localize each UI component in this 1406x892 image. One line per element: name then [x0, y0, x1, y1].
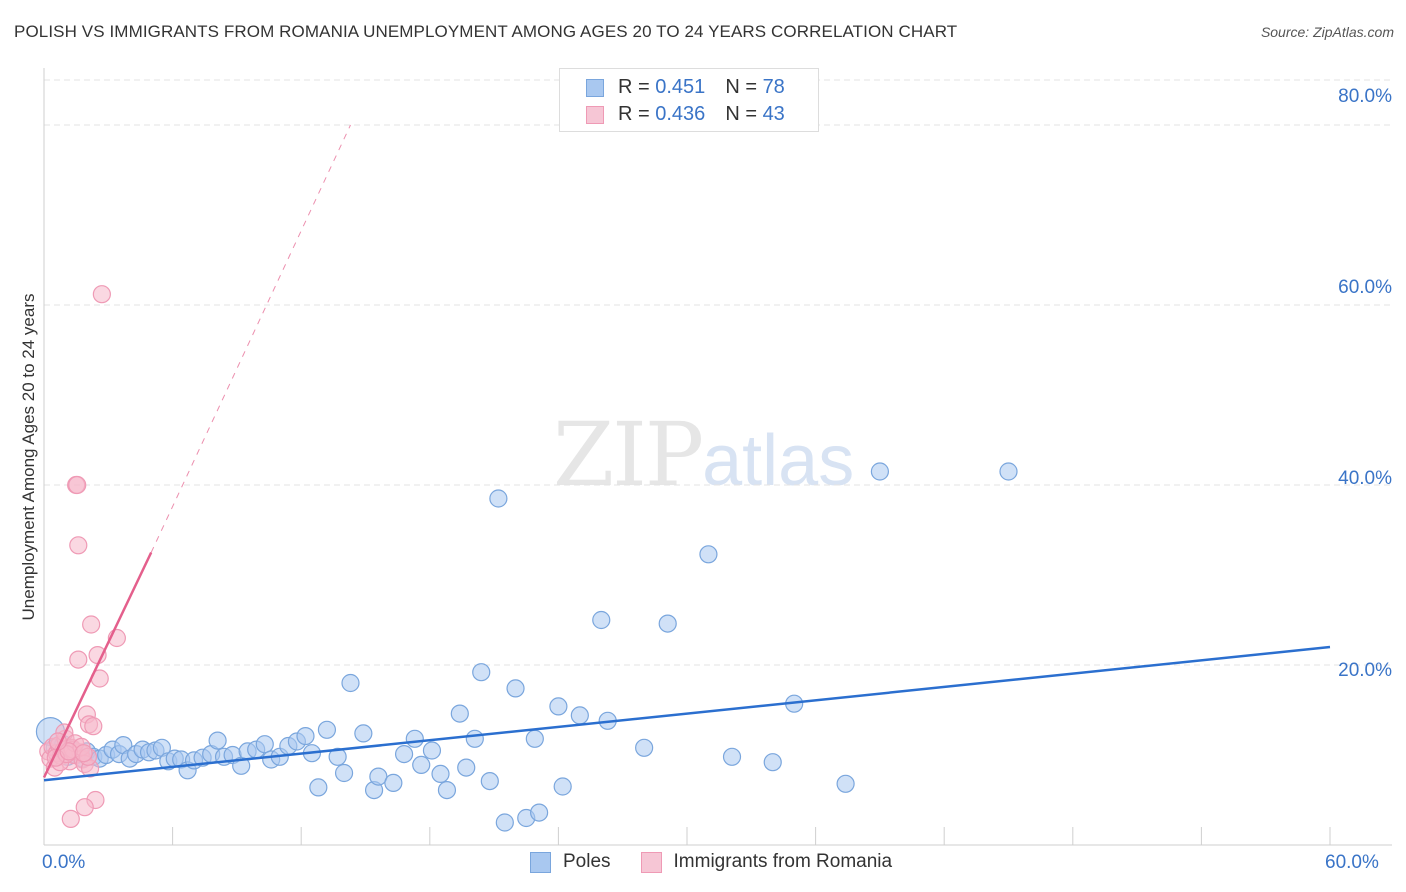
chart-title: POLISH VS IMMIGRANTS FROM ROMANIA UNEMPL…	[14, 22, 958, 41]
watermark-zip: ZIP	[553, 403, 704, 506]
poles-point	[472, 663, 491, 682]
romania-trend-extension	[150, 124, 351, 553]
legend-swatch-romania	[586, 105, 604, 124]
poles-trend-line	[43, 645, 1331, 782]
poles-point	[208, 731, 227, 750]
x-tick-label-min: 0.0%	[42, 852, 86, 873]
legend-n-value: 78	[762, 76, 785, 98]
y-axis-label: Unemployment Among Ages 20 to 24 years	[19, 293, 38, 621]
x-tick-label-max: 60.0%	[1325, 852, 1379, 873]
legend-label-romania: Immigrants from Romania	[673, 851, 893, 872]
poles-point	[328, 747, 347, 766]
poles-point	[495, 813, 514, 832]
romania-point	[69, 536, 88, 555]
poles-point	[422, 741, 442, 760]
poles-point	[431, 764, 450, 784]
romania-point	[68, 475, 87, 495]
poles-point	[525, 729, 544, 748]
legend-swatch-romania	[640, 851, 662, 873]
romania-point	[75, 798, 94, 817]
romania-point	[61, 809, 80, 829]
poles-point	[836, 774, 855, 793]
y-tick-label-20: 20.0%	[1338, 660, 1392, 681]
legend-row-poles: R = 0.451 N = 78	[586, 76, 785, 99]
romania-trend-line	[42, 551, 153, 779]
poles-point	[354, 724, 373, 743]
poles-point	[405, 729, 424, 748]
poles-point	[255, 735, 274, 754]
legend-n-label: N =	[725, 103, 757, 125]
poles-point	[553, 777, 572, 796]
watermark: ZIPatlas	[553, 403, 854, 506]
poles-point	[870, 462, 890, 481]
poles-point	[437, 780, 457, 800]
y-tick-label-40: 40.0%	[1338, 468, 1392, 489]
legend-n-label: N =	[725, 76, 757, 98]
poles-point	[341, 673, 360, 693]
poles-point	[592, 610, 611, 630]
poles-point	[317, 720, 337, 739]
poles-point	[763, 753, 782, 772]
legend-swatch-poles	[530, 851, 551, 873]
poles-point	[658, 614, 677, 633]
watermark-atlas: atlas	[702, 421, 855, 501]
poles-point	[506, 679, 525, 698]
legend-n-value: 43	[762, 103, 785, 125]
legend-r-value: 0.436	[655, 103, 706, 125]
poles-point	[480, 771, 499, 791]
poles-point	[450, 704, 469, 723]
poles-point	[394, 744, 414, 764]
poles-point	[999, 462, 1018, 481]
poles-point	[635, 738, 654, 757]
y-tick-label-60: 60.0%	[1338, 277, 1392, 298]
legend-row-romania: R = 0.436 N = 43	[586, 103, 785, 126]
legend-r-label: R =	[618, 76, 650, 98]
poles-point	[530, 803, 549, 822]
y-tick-label-80: 80.0%	[1338, 86, 1392, 107]
poles-point	[549, 697, 568, 716]
romania-point	[69, 650, 88, 669]
source-label: Source: ZipAtlas.com	[1260, 24, 1394, 40]
legend-swatch-poles	[586, 78, 604, 97]
poles-point	[296, 726, 315, 746]
legend-r-value: 0.451	[655, 76, 706, 98]
romania-point	[84, 717, 103, 736]
series-legend: Poles Immigrants from Romania	[530, 851, 892, 873]
legend-label-poles: Poles	[563, 851, 611, 872]
poles-point	[384, 773, 403, 793]
romania-point	[74, 744, 93, 763]
poles-point	[722, 747, 742, 766]
poles-point	[309, 778, 328, 797]
poles-point	[465, 729, 484, 748]
poles-point	[412, 755, 431, 775]
romania-point	[92, 285, 111, 304]
romania-point	[82, 615, 101, 634]
poles-point	[699, 545, 718, 564]
poles-point	[457, 758, 476, 777]
poles-point	[489, 489, 508, 508]
correlation-legend: R = 0.451 N = 78 R = 0.436 N = 43	[559, 68, 819, 132]
legend-r-label: R =	[618, 103, 650, 125]
poles-point	[334, 763, 354, 783]
poles-point	[570, 706, 589, 725]
